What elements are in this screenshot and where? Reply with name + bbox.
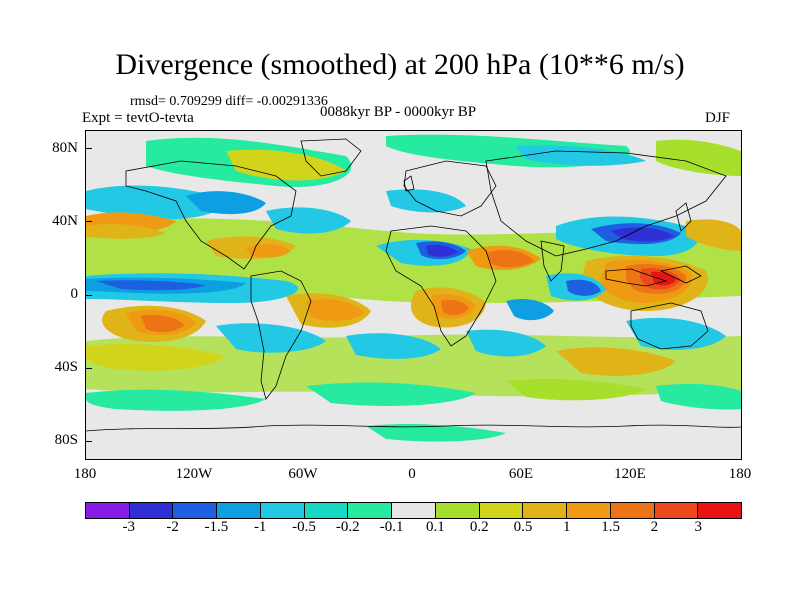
colorbar-label: -1 [253, 519, 267, 535]
colorbar-label: -0.5 [292, 519, 316, 535]
lon-label-120w: 120W [175, 466, 213, 482]
lon-label-120e: 120E [614, 466, 646, 482]
plot-title: Divergence (smoothed) at 200 hPa (10**6 … [115, 48, 685, 81]
colorbar-cell [479, 503, 524, 518]
map-field [86, 131, 741, 459]
colorbar-cell [260, 503, 305, 518]
colorbar-cell [304, 503, 349, 518]
lon-label-180w: 180 [73, 466, 97, 482]
tick-0 [86, 295, 92, 296]
colorbar-cell [698, 503, 742, 518]
period-label: 0088kyr BP - 0000kyr BP [320, 104, 477, 120]
divergence-map [85, 130, 742, 460]
colorbar-label: -0.2 [335, 519, 360, 535]
lat-label-80s: 80S [54, 432, 78, 448]
colorbar-cell [348, 503, 393, 518]
season-label: DJF [705, 110, 731, 126]
lat-label-40n: 40N [52, 213, 78, 229]
tick-40n [86, 221, 92, 222]
colorbar-label: -0.1 [379, 519, 404, 535]
lat-label-0: 0 [70, 286, 79, 302]
stats-text: rmsd= 0.709299 diff= -0.00291336 [130, 94, 328, 109]
tick-80s [86, 441, 92, 442]
colorbar-cell [173, 503, 218, 518]
colorbar-label: -2 [166, 519, 179, 535]
tick-40s [86, 368, 92, 369]
colorbar-cell [392, 503, 436, 518]
colorbar-cell [129, 503, 174, 518]
colorbar-cell [610, 503, 655, 518]
colorbar-label: 2 [650, 519, 659, 535]
colorbar [85, 502, 742, 519]
lon-label-60w: 60W [288, 466, 318, 482]
colorbar-cell [654, 503, 699, 518]
colorbar-label: 1.5 [601, 519, 620, 535]
colorbar-label: 0.2 [469, 519, 489, 535]
lat-label-80n: 80N [52, 140, 78, 156]
colorbar-cell [86, 503, 130, 518]
colorbar-cell [567, 503, 611, 518]
lon-label-180e: 180 [728, 466, 752, 482]
colorbar-cell [435, 503, 480, 518]
colorbar-cell [217, 503, 261, 518]
colorbar-label: 0.1 [426, 519, 445, 535]
lat-label-40s: 40S [54, 359, 78, 375]
colorbar-label: -3 [122, 519, 136, 535]
lon-label-0: 0 [408, 466, 416, 482]
experiment-label: Expt = tevtO-tevta [82, 110, 194, 126]
lon-label-60e: 60E [508, 466, 534, 482]
tick-80n [86, 148, 92, 149]
colorbar-cell [523, 503, 568, 518]
colorbar-label: 0.5 [513, 519, 533, 535]
colorbar-label: 1 [563, 519, 571, 535]
colorbar-label: 3 [694, 519, 702, 535]
colorbar-label: -1.5 [204, 519, 229, 535]
